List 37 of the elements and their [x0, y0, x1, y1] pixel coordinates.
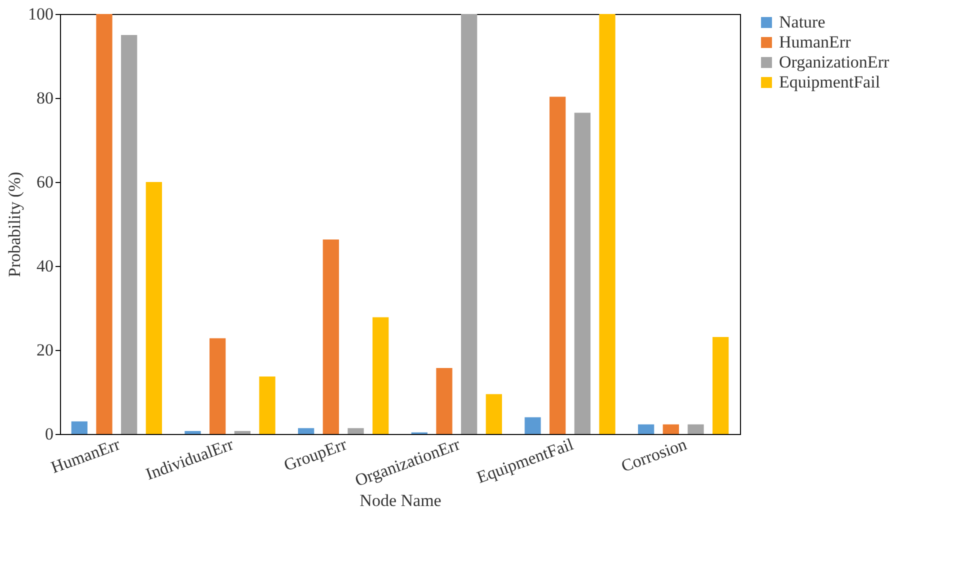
bar — [688, 424, 704, 434]
bar — [486, 394, 502, 434]
bar — [574, 112, 590, 434]
bar — [662, 424, 679, 434]
bar — [524, 417, 541, 434]
x-tick-label: Corrosion — [618, 434, 690, 476]
bar — [461, 14, 478, 434]
bar — [550, 96, 566, 434]
bar — [234, 431, 250, 434]
bar — [436, 368, 452, 434]
bar — [96, 14, 112, 434]
bar — [71, 421, 88, 434]
bar — [599, 14, 616, 434]
bar — [372, 317, 389, 434]
bar — [322, 240, 339, 434]
bar — [712, 336, 729, 434]
bar — [638, 424, 654, 434]
y-axis-title: Probability (%) — [5, 172, 24, 278]
x-axis-title: Node Name — [360, 491, 442, 510]
x-tick-label: GroupErr — [281, 434, 350, 475]
bar — [210, 338, 226, 434]
y-tick-label: 40 — [36, 256, 54, 276]
bar — [298, 428, 314, 434]
y-tick-label: 20 — [36, 340, 54, 360]
y-tick-label: 80 — [36, 88, 54, 108]
y-tick-label: 100 — [28, 4, 54, 24]
y-tick-label: 0 — [45, 424, 54, 444]
legend-label: EquipmentFail — [779, 72, 880, 92]
bar — [146, 182, 162, 434]
bar — [259, 376, 276, 434]
legend-label: HumanErr — [779, 32, 852, 52]
bar — [184, 431, 201, 434]
bar — [121, 35, 138, 434]
bar — [348, 428, 364, 434]
legend-label: Nature — [779, 12, 826, 32]
y-tick-label: 60 — [36, 172, 54, 192]
legend-label: OrganizationErr — [779, 52, 890, 72]
